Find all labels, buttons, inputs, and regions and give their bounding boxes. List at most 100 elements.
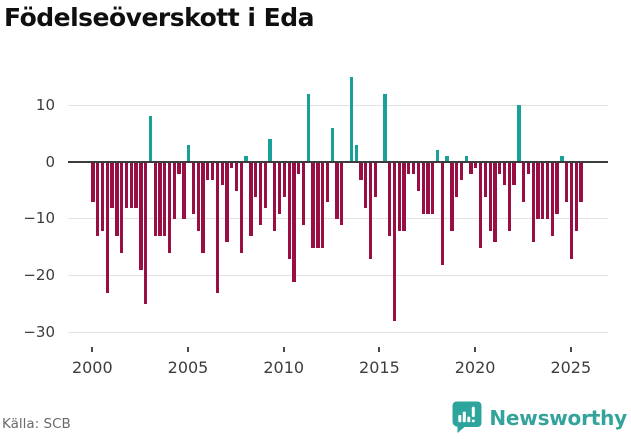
bar-negative — [512, 162, 516, 186]
bar-positive — [464, 156, 468, 162]
bar-negative — [426, 162, 430, 214]
bar-negative — [579, 162, 583, 203]
bar-negative — [359, 162, 363, 180]
bar-negative — [416, 162, 421, 192]
bar-negative — [340, 162, 344, 226]
x-axis-tick-label: 2005 — [167, 358, 209, 377]
bar-negative — [498, 162, 502, 174]
bar-positive — [244, 156, 248, 162]
x-axis-tick — [282, 347, 285, 352]
bar-negative — [177, 162, 181, 174]
bar-positive — [354, 144, 358, 162]
bar-negative — [239, 162, 243, 254]
bar-negative — [493, 162, 497, 243]
bar-negative — [402, 162, 406, 231]
x-axis-tick — [378, 347, 381, 352]
bar-negative — [182, 162, 186, 220]
source-label: Källa: SCB — [2, 416, 71, 432]
bar-negative — [450, 162, 454, 231]
bar-negative — [206, 162, 210, 180]
gridline — [68, 331, 608, 333]
bar-negative — [210, 162, 215, 180]
y-axis-tick-label: −30 — [23, 322, 55, 341]
bar-negative — [297, 162, 301, 174]
bar-negative — [335, 162, 339, 220]
bar-negative — [158, 162, 162, 237]
bar-negative — [105, 162, 110, 294]
bar-negative — [282, 162, 287, 197]
bar-negative — [287, 162, 291, 260]
bar-negative — [258, 162, 263, 226]
bar-negative — [459, 162, 464, 180]
bar-negative — [215, 162, 220, 294]
bar-negative — [522, 162, 526, 203]
bar-negative — [397, 162, 401, 231]
bar-positive — [435, 150, 440, 162]
bar-negative — [196, 162, 200, 231]
bar-positive — [383, 93, 387, 162]
bar-negative — [277, 162, 282, 214]
bar-negative — [301, 162, 306, 226]
bar-negative — [545, 162, 550, 220]
bar-positive — [330, 127, 334, 162]
x-axis-tick-label: 2025 — [550, 358, 592, 377]
bar-negative — [96, 162, 100, 237]
bar-negative — [488, 162, 492, 231]
x-axis-tick-label: 2000 — [71, 358, 113, 377]
bar-negative — [163, 162, 167, 237]
x-axis-tick — [187, 347, 189, 352]
bar-positive — [445, 156, 449, 162]
bar-negative — [364, 162, 368, 209]
bar-negative — [421, 162, 425, 214]
bar-negative — [230, 162, 234, 169]
bar-negative — [541, 162, 545, 220]
bar-negative — [316, 162, 320, 248]
x-axis-tick-label: 2020 — [454, 358, 496, 377]
x-axis-tick-label: 2010 — [263, 358, 305, 377]
bar-positive — [306, 93, 310, 162]
bar-negative — [526, 162, 531, 174]
bar-negative — [220, 162, 224, 186]
bar-negative — [388, 162, 392, 237]
gridline — [68, 105, 608, 106]
bar-negative — [249, 162, 253, 237]
bar-negative — [565, 162, 569, 203]
bar-positive — [268, 139, 272, 162]
bar-positive — [187, 144, 191, 162]
bar-negative — [392, 162, 397, 322]
bar-negative — [124, 162, 129, 209]
x-axis-tick — [474, 347, 477, 352]
bar-negative — [469, 162, 473, 174]
newsworthy-icon — [452, 401, 482, 434]
y-axis-tick-label: −20 — [23, 266, 55, 285]
bar-negative — [100, 162, 105, 231]
x-axis-tick — [569, 347, 572, 352]
bar-negative — [368, 162, 373, 260]
bar-negative — [536, 162, 540, 220]
bar-negative — [110, 162, 114, 209]
bar-negative — [172, 162, 176, 220]
x-axis-tick — [91, 347, 94, 352]
bar-negative — [555, 162, 559, 214]
bar-negative — [167, 162, 172, 254]
newsworthy-wordmark: Newsworthy — [489, 405, 627, 430]
bar-negative — [574, 162, 578, 231]
bar-positive — [560, 156, 564, 162]
bar-negative — [191, 162, 196, 214]
chart-title: Födelseöverskott i Eda — [4, 3, 314, 32]
bar-positive — [148, 116, 153, 162]
bar-negative — [321, 162, 325, 248]
bar-positive — [349, 76, 354, 162]
bar-negative — [120, 162, 124, 254]
bar-negative — [129, 162, 133, 209]
bar-negative — [531, 162, 535, 243]
bar-negative — [440, 162, 444, 265]
bar-negative — [143, 162, 148, 305]
bar-negative — [474, 162, 478, 169]
newsworthy-logo[interactable]: Newsworthy — [452, 401, 627, 434]
bar-negative — [325, 162, 330, 203]
bar-negative — [407, 162, 411, 174]
bar-negative — [502, 162, 507, 186]
